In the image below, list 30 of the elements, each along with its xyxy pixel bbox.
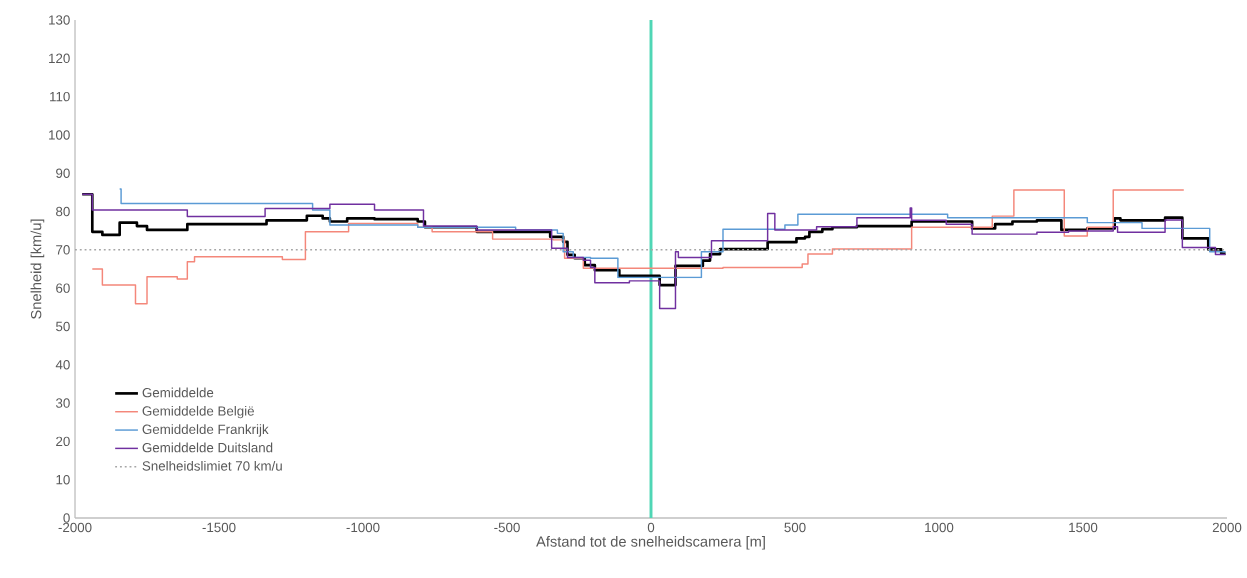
y-tick-label: 90 [56, 168, 70, 178]
x-tick-label: 500 [784, 522, 806, 533]
legend-label: Gemiddelde Frankrijk [142, 424, 269, 437]
y-tick-label: 30 [55, 398, 70, 408]
y-tick-label: 50 [56, 321, 70, 332]
y-tick-label: 70 [56, 245, 70, 255]
y-tick-label: 120 [49, 53, 70, 64]
y-tick-label: 80 [56, 206, 70, 217]
y-tick-label: 0 [63, 513, 70, 523]
y-tick-label: 60 [56, 283, 70, 293]
x-axis-title: Afstand tot de snelheidscamera [m] [536, 535, 765, 550]
x-tick-label: -1000 [346, 522, 380, 533]
x-tick-label: 0 [647, 522, 655, 533]
y-tick-label: 20 [56, 436, 70, 447]
legend-label: Gemiddelde Duitsland [142, 442, 273, 453]
y-tick-label: 110 [50, 91, 70, 102]
x-tick-label: 1000 [925, 522, 954, 533]
x-tick-label: -500 [494, 522, 520, 533]
y-tick-label: 40 [55, 360, 70, 370]
y-tick-label: 10 [56, 474, 70, 485]
x-tick-label: 1500 [1069, 522, 1098, 533]
y-tick-label: 100 [49, 130, 70, 140]
y-axis-title: Snelheid [km/u] [30, 219, 45, 319]
legend-label: Gemiddelde [142, 387, 214, 398]
x-tick-label: 2000 [1212, 522, 1242, 533]
legend-label: Snelheidslimiet 70 km/u [142, 460, 282, 471]
x-tick-label: -2000 [58, 522, 92, 533]
legend-label: Gemiddelde België [142, 405, 254, 419]
x-tick-label: -1500 [202, 522, 236, 533]
y-tick-label: 130 [49, 15, 70, 25]
